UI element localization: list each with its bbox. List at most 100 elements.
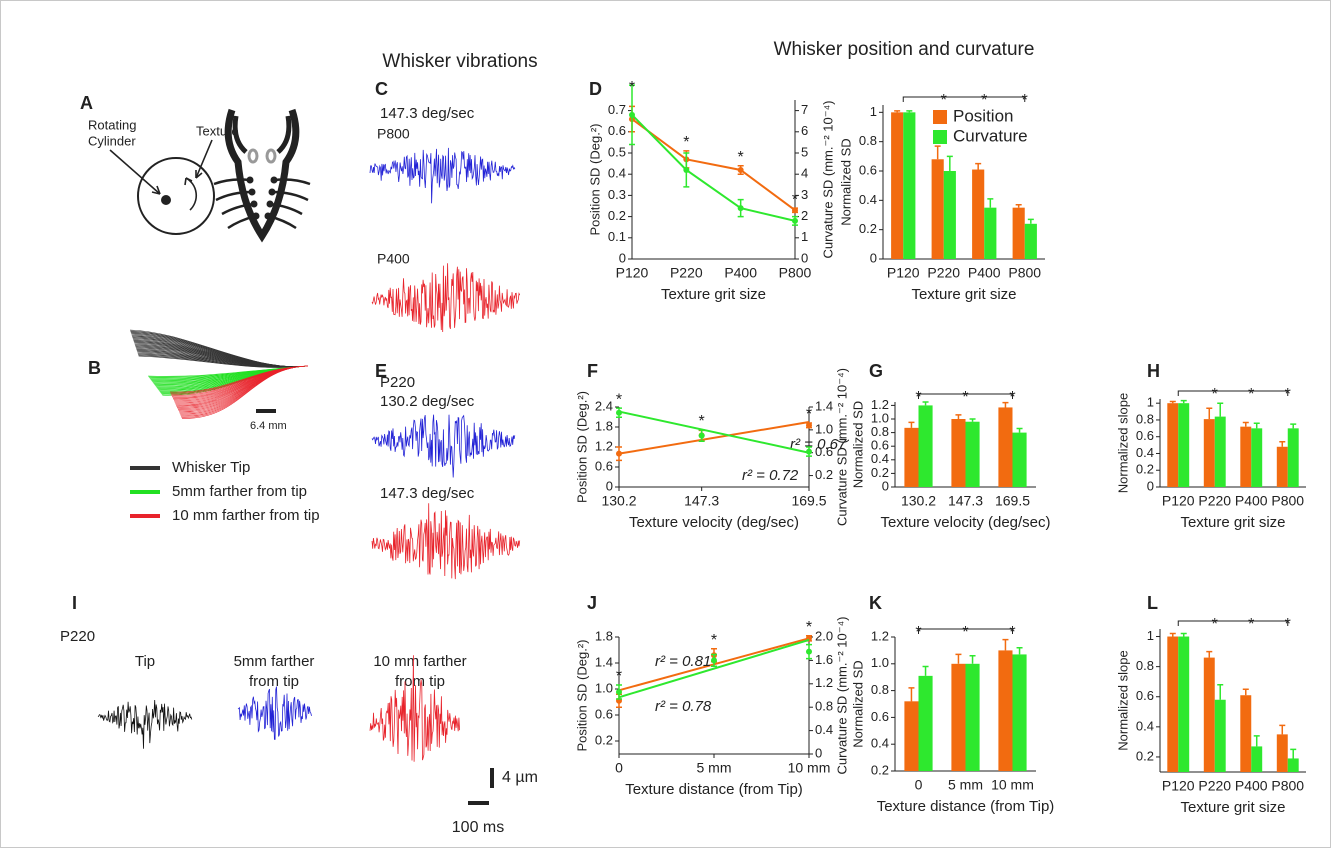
panel-letter: G (869, 361, 883, 381)
y-tick-label: 1.8 (595, 628, 613, 643)
y-tick-label: 0.2 (608, 208, 626, 223)
trace-label: 130.2 deg/sec (380, 393, 475, 410)
trace-label: 147.3 deg/sec (380, 485, 475, 502)
x-tick-label: 147.3 (948, 493, 983, 509)
schematic-label: Rotating (88, 117, 136, 132)
panel-letter: F (587, 361, 598, 381)
x-tick-label: P120 (616, 265, 649, 281)
x-tick-label: 130.2 (601, 493, 636, 509)
axle (162, 196, 171, 205)
y-tick-label: 0.8 (871, 424, 889, 439)
x-tick-label: 5 mm (697, 760, 732, 776)
trace-label: P220 (380, 374, 415, 391)
y2-tick-label: 1.4 (815, 398, 833, 413)
y-tick-label: 0.4 (1136, 718, 1154, 733)
data-point (616, 689, 622, 695)
y-axis-label: Normalized SD (850, 401, 865, 488)
y2-tick-label: 0 (801, 250, 808, 265)
x-tick-label: P800 (1271, 493, 1304, 509)
panel-letter: H (1147, 361, 1160, 381)
y2-axis-label: Curvature SD (mm.⁻² 10⁻⁴) (834, 617, 849, 775)
y-tick-label: 0 (619, 250, 626, 265)
y-tick-label: 0.4 (871, 451, 889, 466)
panel-letter: K (869, 593, 882, 613)
bar (1215, 417, 1226, 487)
y-tick-label: 0.2 (871, 762, 889, 777)
y-tick-label: 0.6 (871, 438, 889, 453)
x-tick-label: 10 mm (991, 777, 1034, 793)
y2-tick-label: 4 (801, 166, 808, 181)
y-axis-label: Normalized SD (850, 660, 865, 747)
schematic-label: Cylinder (88, 133, 136, 148)
y-tick-label: 0.6 (595, 706, 613, 721)
trace-label: P400 (377, 251, 410, 267)
y-axis-label: Position SD (Deg.²) (587, 124, 602, 236)
schematic-label: Texture (196, 123, 239, 138)
y2-tick-label: 3 (801, 187, 808, 202)
bar (1251, 746, 1262, 772)
data-point (711, 657, 717, 663)
x-tick-label: 5 mm (948, 777, 983, 793)
x-tick-label: P120 (1162, 493, 1195, 509)
y-axis-label: Position SD (Deg.²) (574, 640, 589, 752)
y-tick-label: 0.6 (595, 458, 613, 473)
scale-label: 6.4 mm (250, 420, 287, 432)
y-tick-label: 1.0 (871, 410, 889, 425)
y-tick-label: 0.6 (608, 123, 626, 138)
y-tick-label: 0.8 (871, 682, 889, 697)
y-tick-label: 0.2 (859, 221, 877, 236)
x-tick-label: 130.2 (901, 493, 936, 509)
bar (903, 112, 915, 259)
y2-tick-label: 2.0 (815, 628, 833, 643)
y2-tick-label: 5 (801, 144, 808, 159)
data-point (699, 433, 705, 439)
panel-letter: J (587, 593, 597, 613)
y-tick-label: 0.3 (608, 187, 626, 202)
x-tick-label: P220 (1198, 493, 1231, 509)
x-tick-label: P400 (1235, 493, 1268, 509)
x-axis-label: Texture grit size (911, 286, 1016, 303)
figure: Whisker vibrationsWhisker position and c… (0, 0, 1331, 848)
significance-mark: * (1285, 616, 1291, 633)
bar (1277, 447, 1288, 487)
bar (984, 208, 996, 259)
significance-mark: * (792, 191, 798, 208)
fit-label: r² = 0.72 (742, 467, 799, 484)
y-tick-label: 0.4 (1136, 445, 1154, 460)
legend-label: 10 mm farther from tip (172, 507, 320, 524)
scale-label: 4 µm (502, 769, 538, 786)
y-tick-label: 1.4 (595, 654, 613, 669)
data-point (616, 410, 622, 416)
bar (1288, 428, 1299, 487)
y-tick-label: 0.2 (1136, 462, 1154, 477)
bar (1288, 758, 1299, 772)
significance-mark: * (1009, 389, 1015, 406)
bar (1251, 428, 1262, 487)
trace-label: 147.3 deg/sec (380, 105, 475, 122)
y-tick-label: 0.1 (608, 229, 626, 244)
y-axis-label: Normalized slope (1115, 650, 1130, 750)
significance-mark: * (699, 413, 705, 430)
bar (1178, 403, 1189, 487)
y-tick-label: 0 (1147, 478, 1154, 493)
x-tick-label: P800 (779, 265, 812, 281)
significance-mark: * (1009, 624, 1015, 641)
significance-mark: * (616, 391, 622, 408)
significance-mark: * (629, 79, 635, 96)
y-tick-label: 0.4 (608, 166, 626, 181)
y-tick-label: 1.8 (595, 418, 613, 433)
bar (1215, 700, 1226, 772)
bar (919, 676, 933, 771)
bar (1178, 637, 1189, 772)
legend-label: 5mm farther from tip (172, 483, 307, 500)
y-tick-label: 0.2 (595, 732, 613, 747)
data-point (806, 649, 812, 655)
x-tick-label: 0 (915, 777, 923, 793)
scale-label: 100 ms (452, 819, 504, 836)
legend-swatch (933, 130, 947, 144)
bar (1240, 427, 1251, 487)
y2-tick-label: 1.2 (815, 675, 833, 690)
x-tick-label: P800 (1008, 265, 1041, 281)
y-tick-label: 0.6 (1136, 688, 1154, 703)
x-axis-label: Texture velocity (deg/sec) (629, 514, 799, 531)
